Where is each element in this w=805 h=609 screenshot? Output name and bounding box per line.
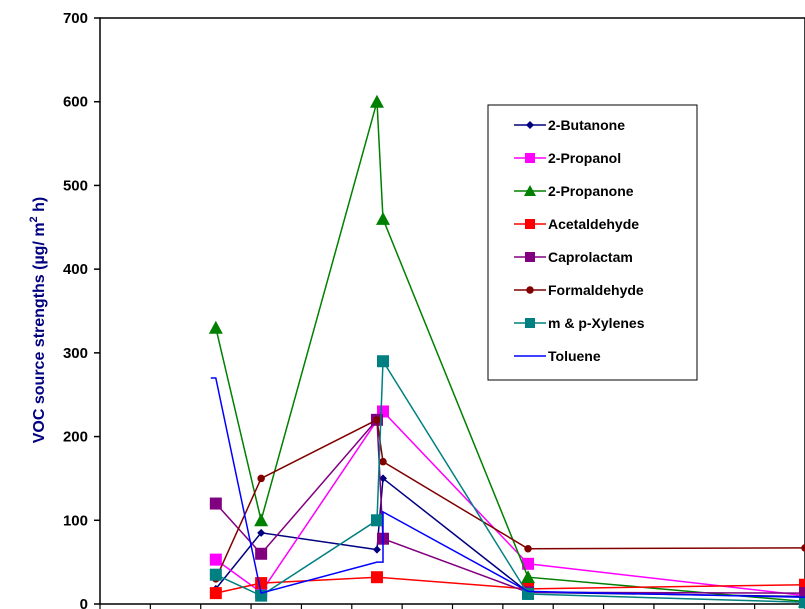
data-point [208, 320, 223, 334]
legend-marker [525, 153, 535, 163]
legend-marker [525, 252, 535, 262]
legend: 2-Butanone 2-Propanol 2-Propanone Acetaldeh… [487, 104, 698, 381]
legend-entry: Acetaldehyde [548, 216, 639, 232]
series-m-p-xylenes [209, 355, 805, 609]
data-point [799, 578, 805, 591]
legend-entry: Toluene [548, 348, 601, 364]
legend-marker [525, 219, 535, 229]
legend-box [487, 104, 698, 381]
y-tick-label: 500 [63, 177, 88, 194]
legend-entry: Formaldehyde [548, 282, 644, 298]
data-point [209, 568, 222, 581]
y-tick-label: 200 [63, 429, 88, 446]
data-point [257, 528, 266, 537]
data-point [370, 514, 383, 527]
legend-entry: Caprolactam [548, 249, 633, 265]
y-axis-label: VOC source strengths (µg/ m2 h) [28, 197, 48, 443]
data-point [379, 474, 388, 483]
y-tick-label: 400 [63, 261, 88, 278]
y-axis: 0 100 200 300 400 500 600 700 [63, 10, 100, 609]
data-point [255, 577, 268, 590]
data-point [521, 570, 536, 584]
y-tick-label: 100 [63, 512, 88, 529]
series-line [215, 101, 805, 603]
series-line [215, 358, 805, 604]
data-point [257, 474, 265, 483]
data-point [209, 587, 222, 600]
data-point [799, 596, 805, 609]
legend-marker [526, 286, 534, 294]
series-group [208, 94, 805, 609]
series-toluene [210, 377, 805, 599]
data-point [254, 513, 269, 527]
y-tick-label: 600 [63, 94, 88, 111]
data-point [209, 553, 222, 566]
data-point [370, 571, 383, 584]
data-point [379, 457, 387, 466]
data-point [255, 547, 268, 560]
y-tick-label: 0 [80, 596, 88, 609]
x-axis [99, 604, 805, 609]
legend-entry: 2-Propanone [548, 183, 634, 199]
plot-area [99, 17, 805, 605]
legend-entry: m & p-Xylenes [548, 315, 645, 331]
y-tick-label: 700 [63, 10, 88, 27]
legend-marker [525, 318, 535, 328]
data-point [522, 557, 535, 570]
legend-marker [526, 121, 534, 129]
legend-entry: 2-Propanol [548, 150, 621, 166]
data-point [376, 211, 391, 225]
data-point [372, 545, 381, 554]
data-point [524, 544, 532, 553]
data-point [369, 94, 384, 108]
legend-entry: 2-Butanone [548, 117, 625, 133]
data-point [799, 587, 805, 600]
series-line [210, 377, 805, 599]
legend-marker [524, 185, 536, 196]
data-point [377, 355, 390, 368]
data-point [209, 497, 222, 510]
data-point [373, 416, 381, 424]
data-point [801, 544, 805, 552]
y-tick-label: 300 [63, 345, 88, 362]
